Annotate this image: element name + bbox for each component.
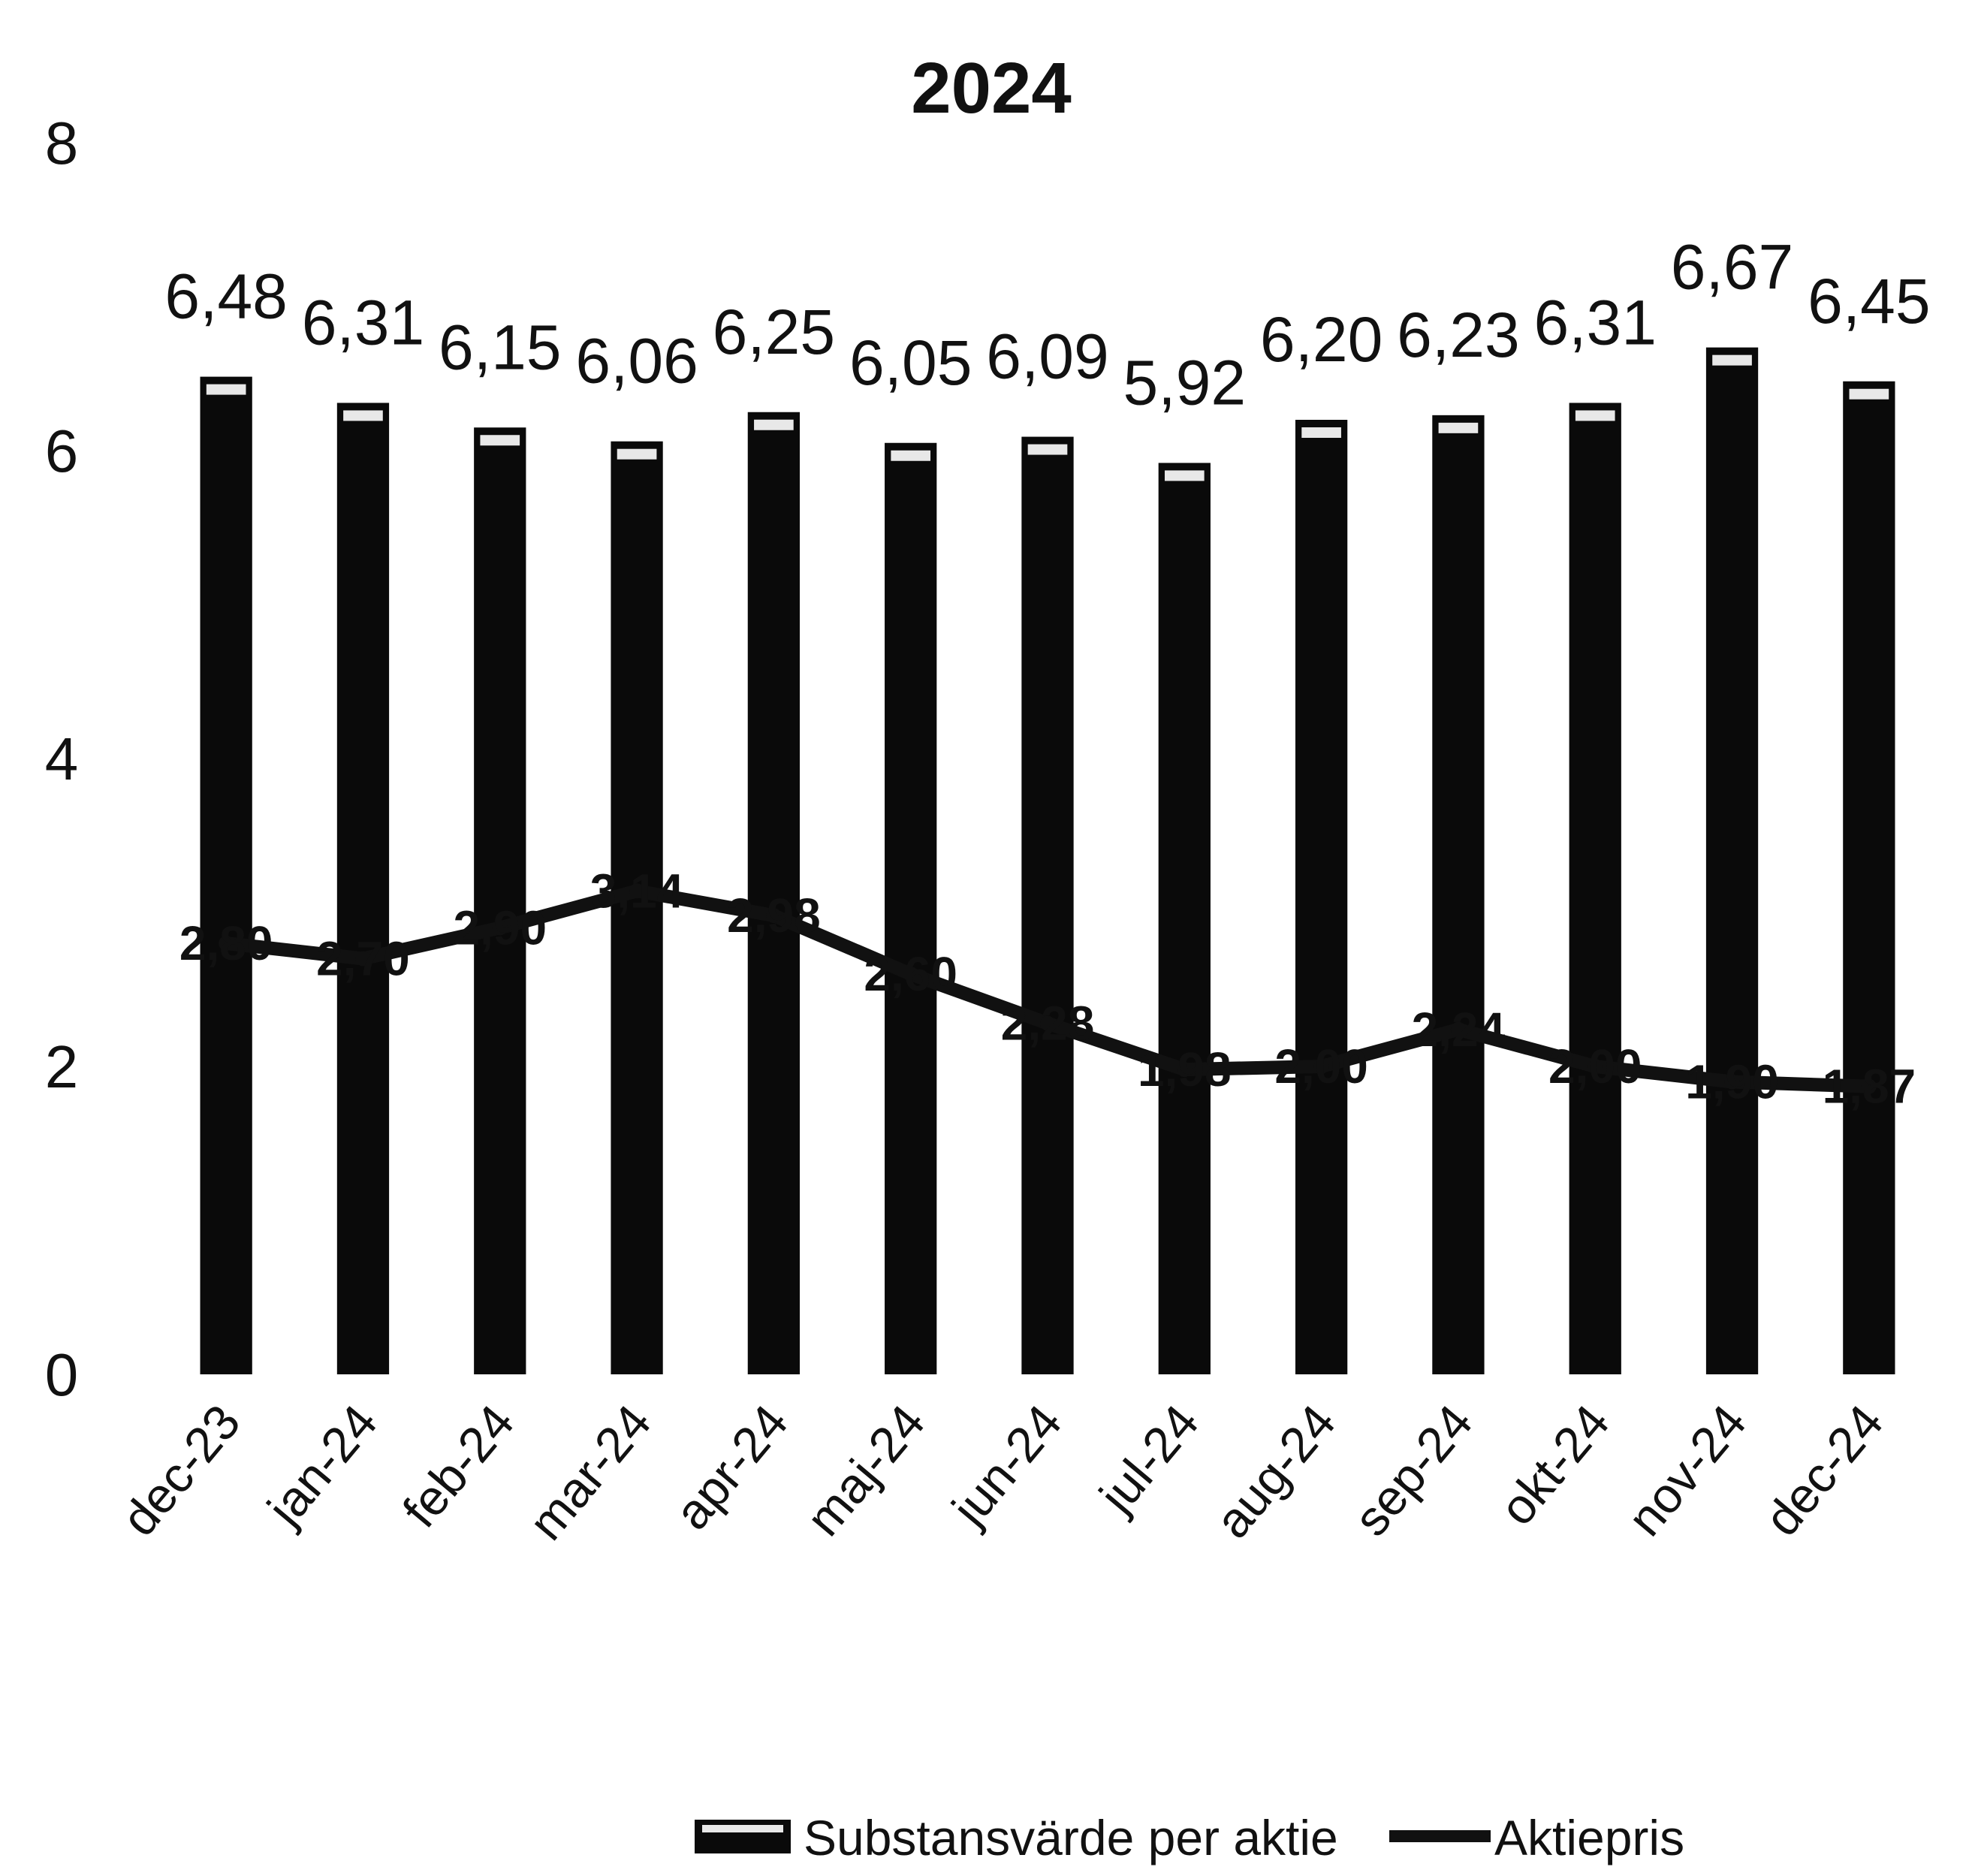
x-tick-label: nov-24: [1617, 1394, 1756, 1546]
bar: [1705, 347, 1759, 1374]
legend: Substansvärde per aktie Aktiepris: [695, 1810, 1684, 1865]
line-point: [903, 967, 918, 982]
line-series: [219, 883, 1877, 1094]
line-data-label: 3,14: [590, 864, 684, 918]
bar: [1569, 403, 1621, 1375]
bar: [1295, 420, 1348, 1374]
x-tick-label: dec-23: [110, 1394, 250, 1546]
bar-cap: [891, 450, 931, 461]
bar-series: [200, 347, 1895, 1375]
y-tick-label: 6: [45, 418, 79, 484]
bar-cap: [1301, 427, 1341, 438]
x-tick-label: jul-24: [1087, 1394, 1209, 1524]
bar-cap: [480, 435, 520, 446]
bar-data-label: 6,25: [713, 297, 836, 367]
y-tick-label: 0: [45, 1341, 79, 1408]
bar: [1021, 436, 1074, 1374]
bar-cap: [343, 410, 383, 421]
bar-data-label: 6,31: [1533, 287, 1657, 357]
line-data-label: 2,00: [1548, 1039, 1642, 1093]
bar: [1432, 415, 1485, 1374]
x-tick-label: mar-24: [518, 1394, 662, 1550]
line-point: [1724, 1074, 1740, 1090]
legend-label-line: Aktiepris: [1494, 1810, 1684, 1865]
line-data-label: 2,24: [1412, 1003, 1506, 1057]
bar-data-label: 6,45: [1808, 266, 1931, 336]
x-tick-label: maj-24: [795, 1394, 935, 1546]
bar-cap: [1027, 444, 1068, 455]
line-data-label: 2,70: [316, 932, 410, 986]
line-data-label: 2,80: [179, 916, 273, 970]
x-tick-label: feb-24: [392, 1394, 525, 1537]
bar-cap: [1438, 422, 1479, 433]
bar: [1158, 463, 1211, 1374]
line-point: [629, 883, 645, 899]
legend-swatch-bar: [695, 1820, 791, 1853]
line-data-label: 1,87: [1823, 1060, 1916, 1114]
x-tick-label: sep-24: [1343, 1394, 1482, 1546]
line-data-label: 2,28: [1001, 997, 1095, 1051]
bar: [336, 403, 390, 1375]
line-point: [219, 936, 234, 951]
line-point: [492, 920, 508, 936]
chart-title: 2024: [911, 48, 1072, 128]
x-tick-label: dec-24: [1753, 1394, 1893, 1546]
x-tick-label: apr-24: [664, 1394, 798, 1540]
line-point: [1450, 1021, 1466, 1037]
bar: [1843, 381, 1895, 1374]
line-point: [1177, 1062, 1193, 1078]
y-tick-label: 2: [45, 1033, 79, 1100]
x-tick-label: okt-24: [1488, 1394, 1620, 1535]
line-point: [1588, 1059, 1603, 1074]
line-point: [1040, 1015, 1055, 1031]
line-point: [1861, 1078, 1877, 1094]
bar-data-label: 6,15: [439, 312, 562, 382]
line-data-label: 2,90: [453, 901, 547, 955]
bar: [611, 441, 663, 1375]
bar-cap: [1712, 354, 1752, 366]
legend-label-bar: Substansvärde per aktie: [804, 1810, 1338, 1865]
bar-data-label: 6,06: [575, 326, 698, 397]
bar-data-label: 6,09: [986, 321, 1109, 392]
line-point: [766, 908, 782, 924]
line-point: [1313, 1059, 1329, 1074]
bar-data-label: 6,20: [1260, 304, 1383, 375]
line-data-labels: 2,80 2,70 2,90 3,14 2,98 2,60 2,28 1,98 2,00 2,24…: [179, 864, 1916, 1113]
bar-data-label: 6,48: [164, 261, 288, 332]
line-data-label: 2,00: [1274, 1039, 1368, 1093]
x-tick-label: aug-24: [1205, 1394, 1346, 1548]
bar-data-label: 6,23: [1397, 300, 1520, 370]
bar-cap: [754, 419, 794, 430]
bar-data-label: 6,67: [1671, 232, 1794, 303]
bar: [747, 412, 801, 1374]
bar-cap: [617, 448, 657, 460]
bar-data-label: 6,31: [302, 287, 425, 357]
bar-data-label: 6,05: [849, 327, 972, 398]
line-data-label: 1,98: [1138, 1042, 1232, 1096]
bar-cap: [1575, 410, 1615, 421]
bar-cap: [1164, 470, 1205, 481]
bar: [200, 376, 252, 1375]
bar: [474, 427, 526, 1374]
line-point: [355, 951, 371, 967]
legend-swatch-bar-cap: [702, 1825, 783, 1832]
line-data-label: 2,60: [864, 947, 957, 1001]
line-data-label: 2,98: [727, 888, 821, 943]
x-tick-label: jun-24: [940, 1394, 1072, 1537]
y-axis-ticks: 0 2 4 6 8: [45, 110, 79, 1408]
bar: [885, 442, 937, 1374]
y-tick-label: 8: [45, 110, 79, 176]
bar-data-labels: 6,48 6,31 6,15 6,06 6,25 6,05 6,09 5,926,20 6,23…: [164, 232, 1930, 418]
y-tick-label: 4: [45, 725, 79, 792]
bar-cap: [206, 384, 246, 395]
line-data-label: 1,90: [1685, 1055, 1779, 1109]
bar-data-label: 5,92: [1123, 347, 1247, 418]
bar-cap: [1849, 388, 1889, 400]
x-tick-label: jan-24: [255, 1394, 387, 1537]
